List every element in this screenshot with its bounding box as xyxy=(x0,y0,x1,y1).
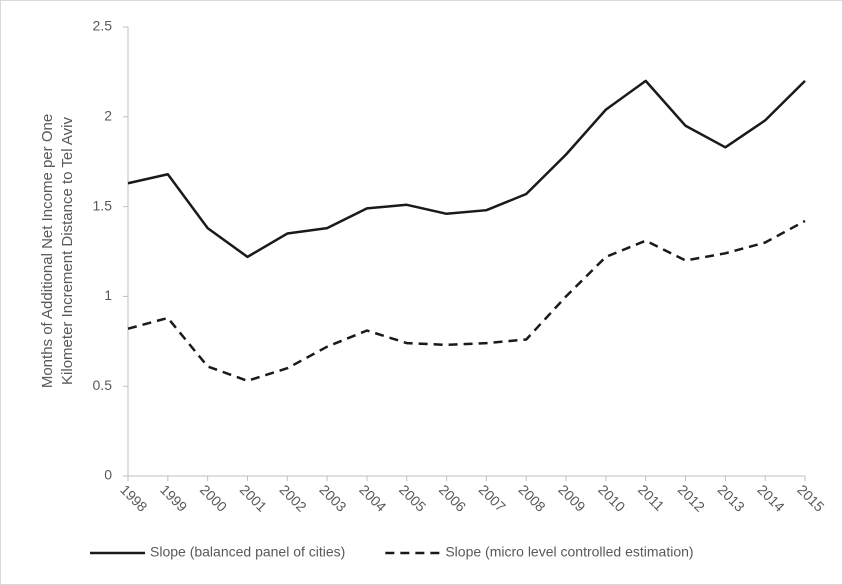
series-line xyxy=(127,219,806,383)
series-line xyxy=(127,79,806,259)
y-tick-label: 2 xyxy=(104,108,112,124)
y-tick-label: 0.5 xyxy=(93,377,113,393)
y-axis-title: Months of Additional Net Income per One … xyxy=(39,114,76,388)
y-axis-title-line: Months of Additional Net Income per One xyxy=(39,114,56,388)
y-tick-label: 0 xyxy=(104,467,112,483)
y-tick-label: 1.5 xyxy=(93,197,113,213)
legend-label: Slope (balanced panel of cities) xyxy=(150,544,345,560)
y-tick-label: 1 xyxy=(104,287,112,303)
y-tick-label: 2.5 xyxy=(93,18,113,34)
legend-label: Slope (micro level controlled estimation… xyxy=(445,544,693,560)
y-axis-title-line: Kilometer Increment Distance to Tel Aviv xyxy=(59,117,76,385)
